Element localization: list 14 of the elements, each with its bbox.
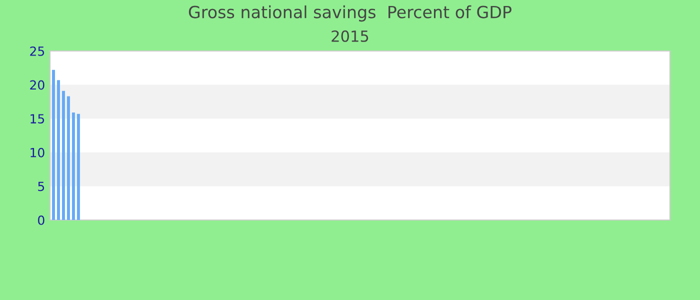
bar (72, 112, 75, 220)
bar (52, 70, 55, 220)
y-tick-label: 10 (30, 148, 44, 158)
bar (62, 90, 65, 220)
y-tick-label: 25 (30, 46, 44, 56)
y-tick-label: 5 (38, 182, 44, 192)
bar (66, 96, 70, 220)
bar (56, 80, 60, 220)
y-tick-label: 20 (30, 80, 44, 90)
bar (76, 114, 80, 220)
chart-title: Gross national savings Percent of GDP (188, 5, 512, 22)
y-tick-label: 0 (38, 215, 44, 225)
y-tick-label: 15 (30, 114, 44, 124)
chart-subtitle: 2015 (332, 30, 368, 42)
